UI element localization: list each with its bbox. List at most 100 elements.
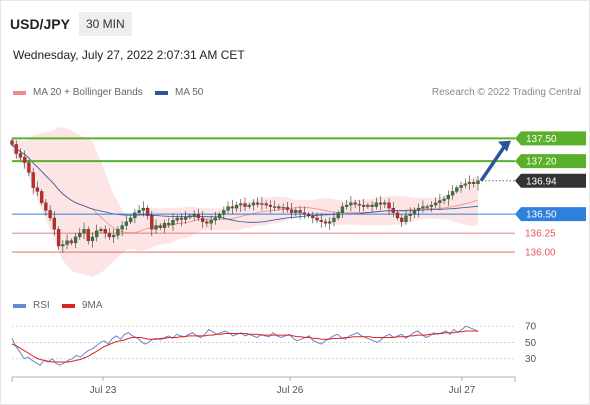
- candle: [99, 227, 103, 234]
- symbol-title: USD/JPY: [10, 16, 70, 32]
- candle-body: [48, 210, 52, 219]
- candle-body: [200, 217, 205, 222]
- candle-body: [137, 210, 141, 213]
- candle: [192, 210, 196, 221]
- candle-body: [340, 206, 345, 213]
- level-label-136.25: 136.25: [525, 229, 556, 240]
- level-label-136.50: 136.50: [526, 210, 557, 221]
- legend-rsi-label: RSI: [33, 300, 50, 311]
- candle: [239, 199, 243, 212]
- candle: [222, 206, 226, 220]
- candle: [391, 202, 395, 218]
- candle: [345, 199, 349, 210]
- candle-body: [417, 207, 421, 211]
- candle-body: [378, 202, 383, 205]
- candle-body: [44, 202, 48, 211]
- candle-body: [107, 232, 112, 238]
- candle: [35, 181, 40, 196]
- candle-body: [82, 229, 86, 234]
- candle-body: [298, 210, 302, 213]
- candle-body: [332, 217, 336, 222]
- candle: [361, 199, 366, 212]
- candle: [383, 199, 387, 209]
- candle-body: [463, 183, 467, 186]
- candle: [137, 205, 141, 216]
- forecast-arrow-shaft: [479, 144, 507, 182]
- candle-body: [171, 220, 175, 225]
- candle: [48, 205, 52, 221]
- candle-body: [412, 210, 417, 215]
- candle-body: [150, 215, 154, 230]
- candle-body: [294, 210, 298, 213]
- candle: [357, 199, 362, 212]
- candle: [323, 218, 328, 228]
- candle-body: [10, 140, 14, 145]
- candle: [273, 200, 277, 212]
- candle-body: [429, 204, 434, 207]
- candle: [179, 213, 184, 227]
- candle-body: [476, 180, 480, 184]
- candle-body: [31, 172, 35, 188]
- candle: [196, 208, 201, 221]
- candle: [107, 227, 112, 240]
- candle-body: [205, 221, 209, 224]
- candle: [141, 201, 145, 217]
- candle: [158, 223, 162, 231]
- rsi-swatch: [13, 303, 26, 308]
- candle: [378, 195, 383, 211]
- candle: [90, 232, 95, 248]
- candle: [251, 199, 256, 211]
- candle-body: [184, 217, 188, 220]
- candle-body: [52, 217, 57, 230]
- ma9-swatch: [62, 303, 75, 308]
- candle-body: [387, 202, 391, 209]
- candle: [311, 211, 315, 224]
- candle-body: [213, 217, 217, 221]
- candle: [374, 197, 378, 210]
- candle: [82, 222, 86, 240]
- candle-body: [349, 202, 353, 206]
- candle: [294, 207, 298, 217]
- candle-body: [56, 229, 61, 247]
- candle: [184, 211, 188, 225]
- rsi-tick-50: 50: [525, 338, 537, 349]
- candle: [328, 217, 332, 231]
- candle: [332, 211, 336, 227]
- candle: [162, 219, 167, 234]
- candle-body: [162, 223, 167, 228]
- candle-body: [230, 206, 234, 209]
- candles: [10, 138, 480, 253]
- candle-body: [374, 202, 378, 207]
- candle: [95, 224, 99, 242]
- candle: [336, 210, 340, 221]
- candle: [340, 202, 345, 218]
- candle-body: [459, 185, 463, 188]
- candle-body: [383, 202, 387, 205]
- candle-body: [99, 229, 103, 231]
- rsi-ma9-line: [11, 330, 478, 363]
- candle: [417, 203, 421, 218]
- candle-body: [65, 240, 69, 245]
- level-label-137.50: 137.50: [526, 134, 557, 145]
- candle: [209, 215, 213, 231]
- candle: [247, 202, 251, 209]
- candle-body: [188, 215, 192, 218]
- candle: [425, 204, 429, 209]
- candle: [429, 201, 434, 212]
- candle-body: [400, 217, 404, 222]
- candle: [315, 212, 319, 224]
- candle-body: [124, 221, 129, 226]
- copyright-text: Research © 2022 Trading Central: [431, 87, 581, 98]
- candle: [188, 213, 192, 220]
- legend-9ma-label: 9MA: [82, 300, 103, 311]
- candle-body: [433, 202, 438, 206]
- candle: [205, 218, 209, 228]
- timeframe-button[interactable]: 30 MIN: [79, 12, 132, 36]
- candle: [128, 215, 133, 225]
- candle: [298, 205, 302, 220]
- candle: [69, 238, 73, 246]
- candle-body: [264, 203, 268, 206]
- candle: [234, 202, 239, 212]
- candle-body: [268, 204, 273, 207]
- candle: [112, 228, 116, 243]
